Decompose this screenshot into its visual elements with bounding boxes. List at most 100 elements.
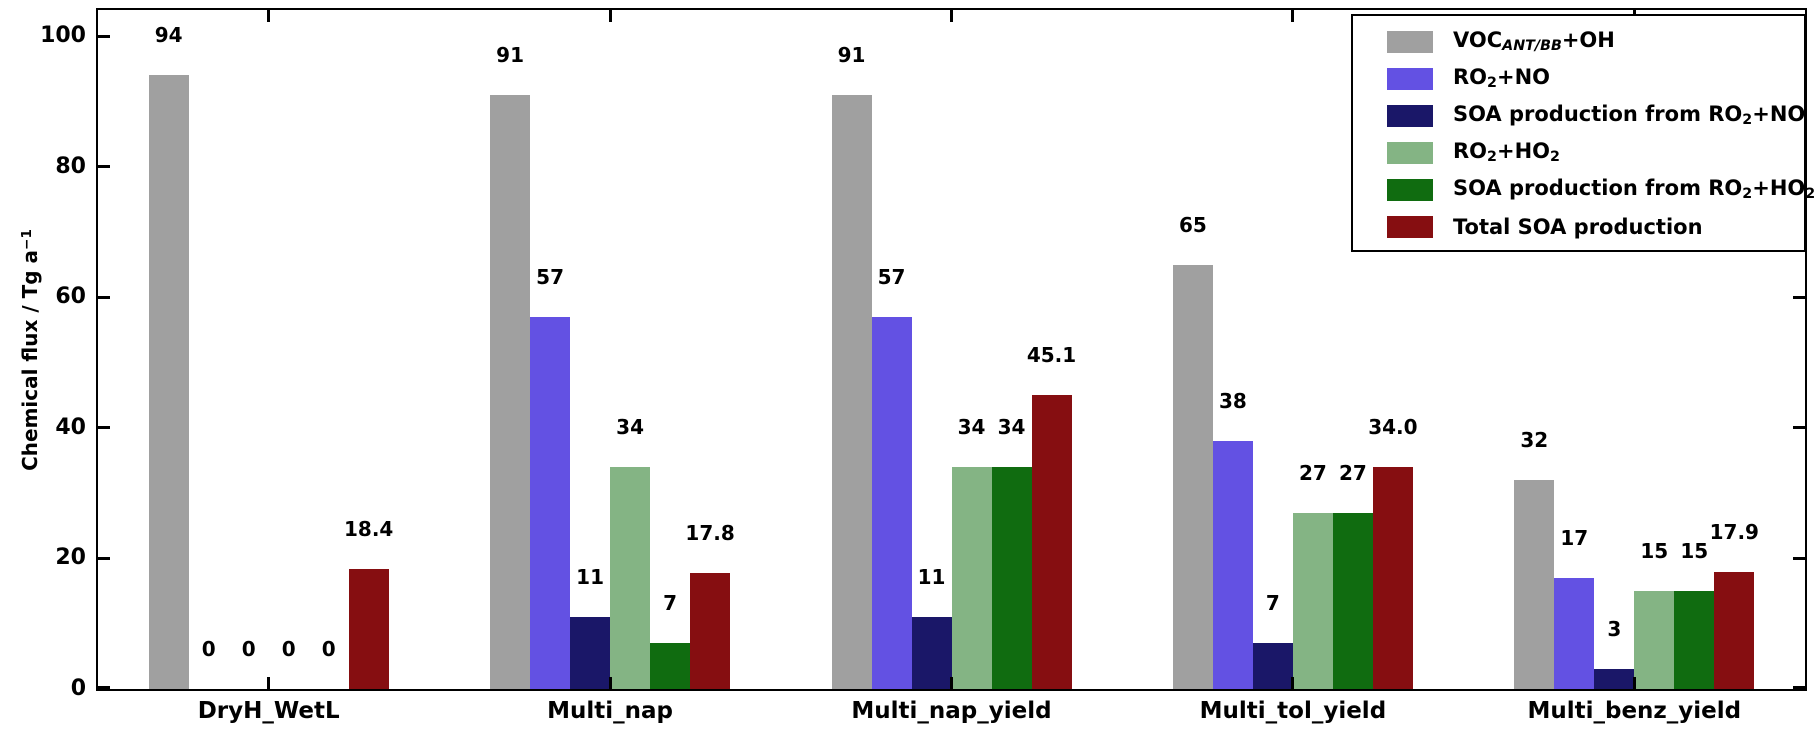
bar-value-label: 0 — [241, 637, 256, 661]
bar-value-label: 11 — [576, 565, 605, 589]
x-category-label: Multi_tol_yield — [1199, 698, 1387, 724]
bar — [911, 617, 952, 689]
text-segment: VOC — [1453, 28, 1503, 53]
y-tick-label: 40 — [55, 414, 86, 440]
y-tick-label: 0 — [70, 676, 86, 701]
x-tick-bottom — [267, 677, 271, 689]
x-category-label: Multi_benz_yield — [1527, 698, 1742, 724]
bar-value-label: 0 — [321, 637, 336, 661]
bar-value-label: 17.9 — [1709, 520, 1759, 544]
bar-value-label: 57 — [877, 265, 906, 289]
legend-item: RO2+NO — [1387, 60, 1804, 97]
y-tick-right — [1793, 556, 1805, 560]
bar — [530, 317, 571, 689]
text-segment: 2 — [1550, 149, 1560, 166]
x-tick-bottom — [1632, 677, 1636, 689]
bar — [951, 467, 992, 689]
y-tick-label: 100 — [40, 23, 86, 49]
x-tick-top — [608, 10, 612, 22]
bar-value-label: 34 — [997, 415, 1026, 439]
legend-label: VOCANT/BB+OH — [1453, 28, 1615, 54]
legend-swatch — [1387, 67, 1433, 90]
text-segment: SOA production from RO — [1453, 176, 1743, 201]
bar-value-label: 45.1 — [1026, 343, 1077, 367]
legend-item: VOCANT/BB+OH — [1387, 23, 1804, 60]
bar-value-label: 94 — [154, 23, 183, 47]
bar-value-label: 27 — [1338, 461, 1367, 485]
text-segment: 2 — [1487, 149, 1497, 166]
legend-swatch — [1387, 30, 1433, 53]
text-segment: +HO — [1496, 139, 1550, 164]
x-tick-top — [950, 10, 953, 22]
y-tick-left — [98, 295, 110, 299]
bar — [570, 617, 611, 689]
bar-value-label: 91 — [837, 43, 866, 67]
bar — [1031, 395, 1072, 689]
legend-item: SOA production from RO2+HO2 — [1387, 171, 1815, 208]
bar — [1212, 441, 1253, 689]
bar-value-label: 34.0 — [1368, 415, 1418, 439]
legend-item: Total SOA production — [1387, 208, 1804, 245]
y-tick-left — [98, 165, 110, 169]
bar — [690, 573, 731, 689]
legend-label: RO2+NO — [1453, 65, 1550, 91]
x-category-label: Multi_nap — [547, 698, 674, 724]
y-tick-left — [98, 426, 110, 430]
text-segment: 2 — [1805, 186, 1816, 203]
y-tick-left — [98, 686, 110, 689]
bar-value-label: 27 — [1298, 461, 1327, 485]
text-segment: +NO — [1752, 102, 1806, 127]
bar — [1514, 480, 1555, 689]
x-category-label: DryH_WetL — [197, 698, 340, 724]
bar-value-label: 15 — [1640, 539, 1669, 563]
bar-value-label: 57 — [536, 265, 565, 289]
bar — [1554, 578, 1595, 689]
y-tick-left — [98, 34, 110, 38]
x-category-label: Multi_nap_yield — [851, 698, 1052, 724]
bar — [1172, 265, 1213, 689]
bar — [1714, 572, 1755, 689]
legend-swatch — [1387, 215, 1433, 238]
bar-value-label: 15 — [1680, 539, 1709, 563]
bar — [348, 569, 389, 689]
bar — [1332, 513, 1373, 689]
bar-value-label: 17 — [1560, 526, 1589, 550]
bar — [490, 95, 531, 689]
bar-value-label: 0 — [281, 637, 296, 661]
bar-value-label: 34 — [957, 415, 986, 439]
legend-label: SOA production from RO2+NO — [1453, 102, 1805, 128]
text-segment: 2 — [1742, 112, 1753, 129]
bar — [1292, 513, 1333, 689]
y-tick-label: 80 — [55, 153, 86, 179]
legend-swatch — [1387, 104, 1433, 127]
text-segment: Total SOA production — [1453, 214, 1703, 239]
legend-item: RO2+HO2 — [1387, 134, 1804, 171]
bar-value-label: 17.8 — [685, 521, 735, 545]
x-tick-bottom — [608, 677, 612, 689]
y-tick-right — [1793, 426, 1805, 430]
text-segment: ANT/BB — [1502, 38, 1562, 55]
x-tick-bottom — [950, 677, 953, 689]
legend-item: SOA production from RO2+NO — [1387, 97, 1805, 134]
text-segment: SOA production from RO — [1453, 102, 1743, 127]
bar — [991, 467, 1032, 689]
x-tick-bottom — [1291, 677, 1295, 689]
bar-value-label: 7 — [1265, 591, 1280, 615]
bar — [148, 75, 189, 689]
bar — [1252, 643, 1293, 689]
text-segment: 2 — [1742, 186, 1753, 203]
bar-value-label: 3 — [1607, 617, 1622, 641]
x-tick-top — [267, 10, 271, 22]
text-segment: 2 — [1487, 75, 1497, 92]
bar-value-label: 91 — [496, 43, 525, 67]
bar — [831, 95, 872, 689]
bar — [1594, 669, 1635, 689]
y-tick-left — [98, 556, 110, 560]
legend-swatch — [1387, 141, 1433, 164]
bar — [871, 317, 912, 689]
text-segment: +HO — [1752, 176, 1806, 201]
bar-value-label: 34 — [616, 415, 645, 439]
bar — [610, 467, 651, 689]
y-tick-label: 60 — [55, 284, 86, 310]
